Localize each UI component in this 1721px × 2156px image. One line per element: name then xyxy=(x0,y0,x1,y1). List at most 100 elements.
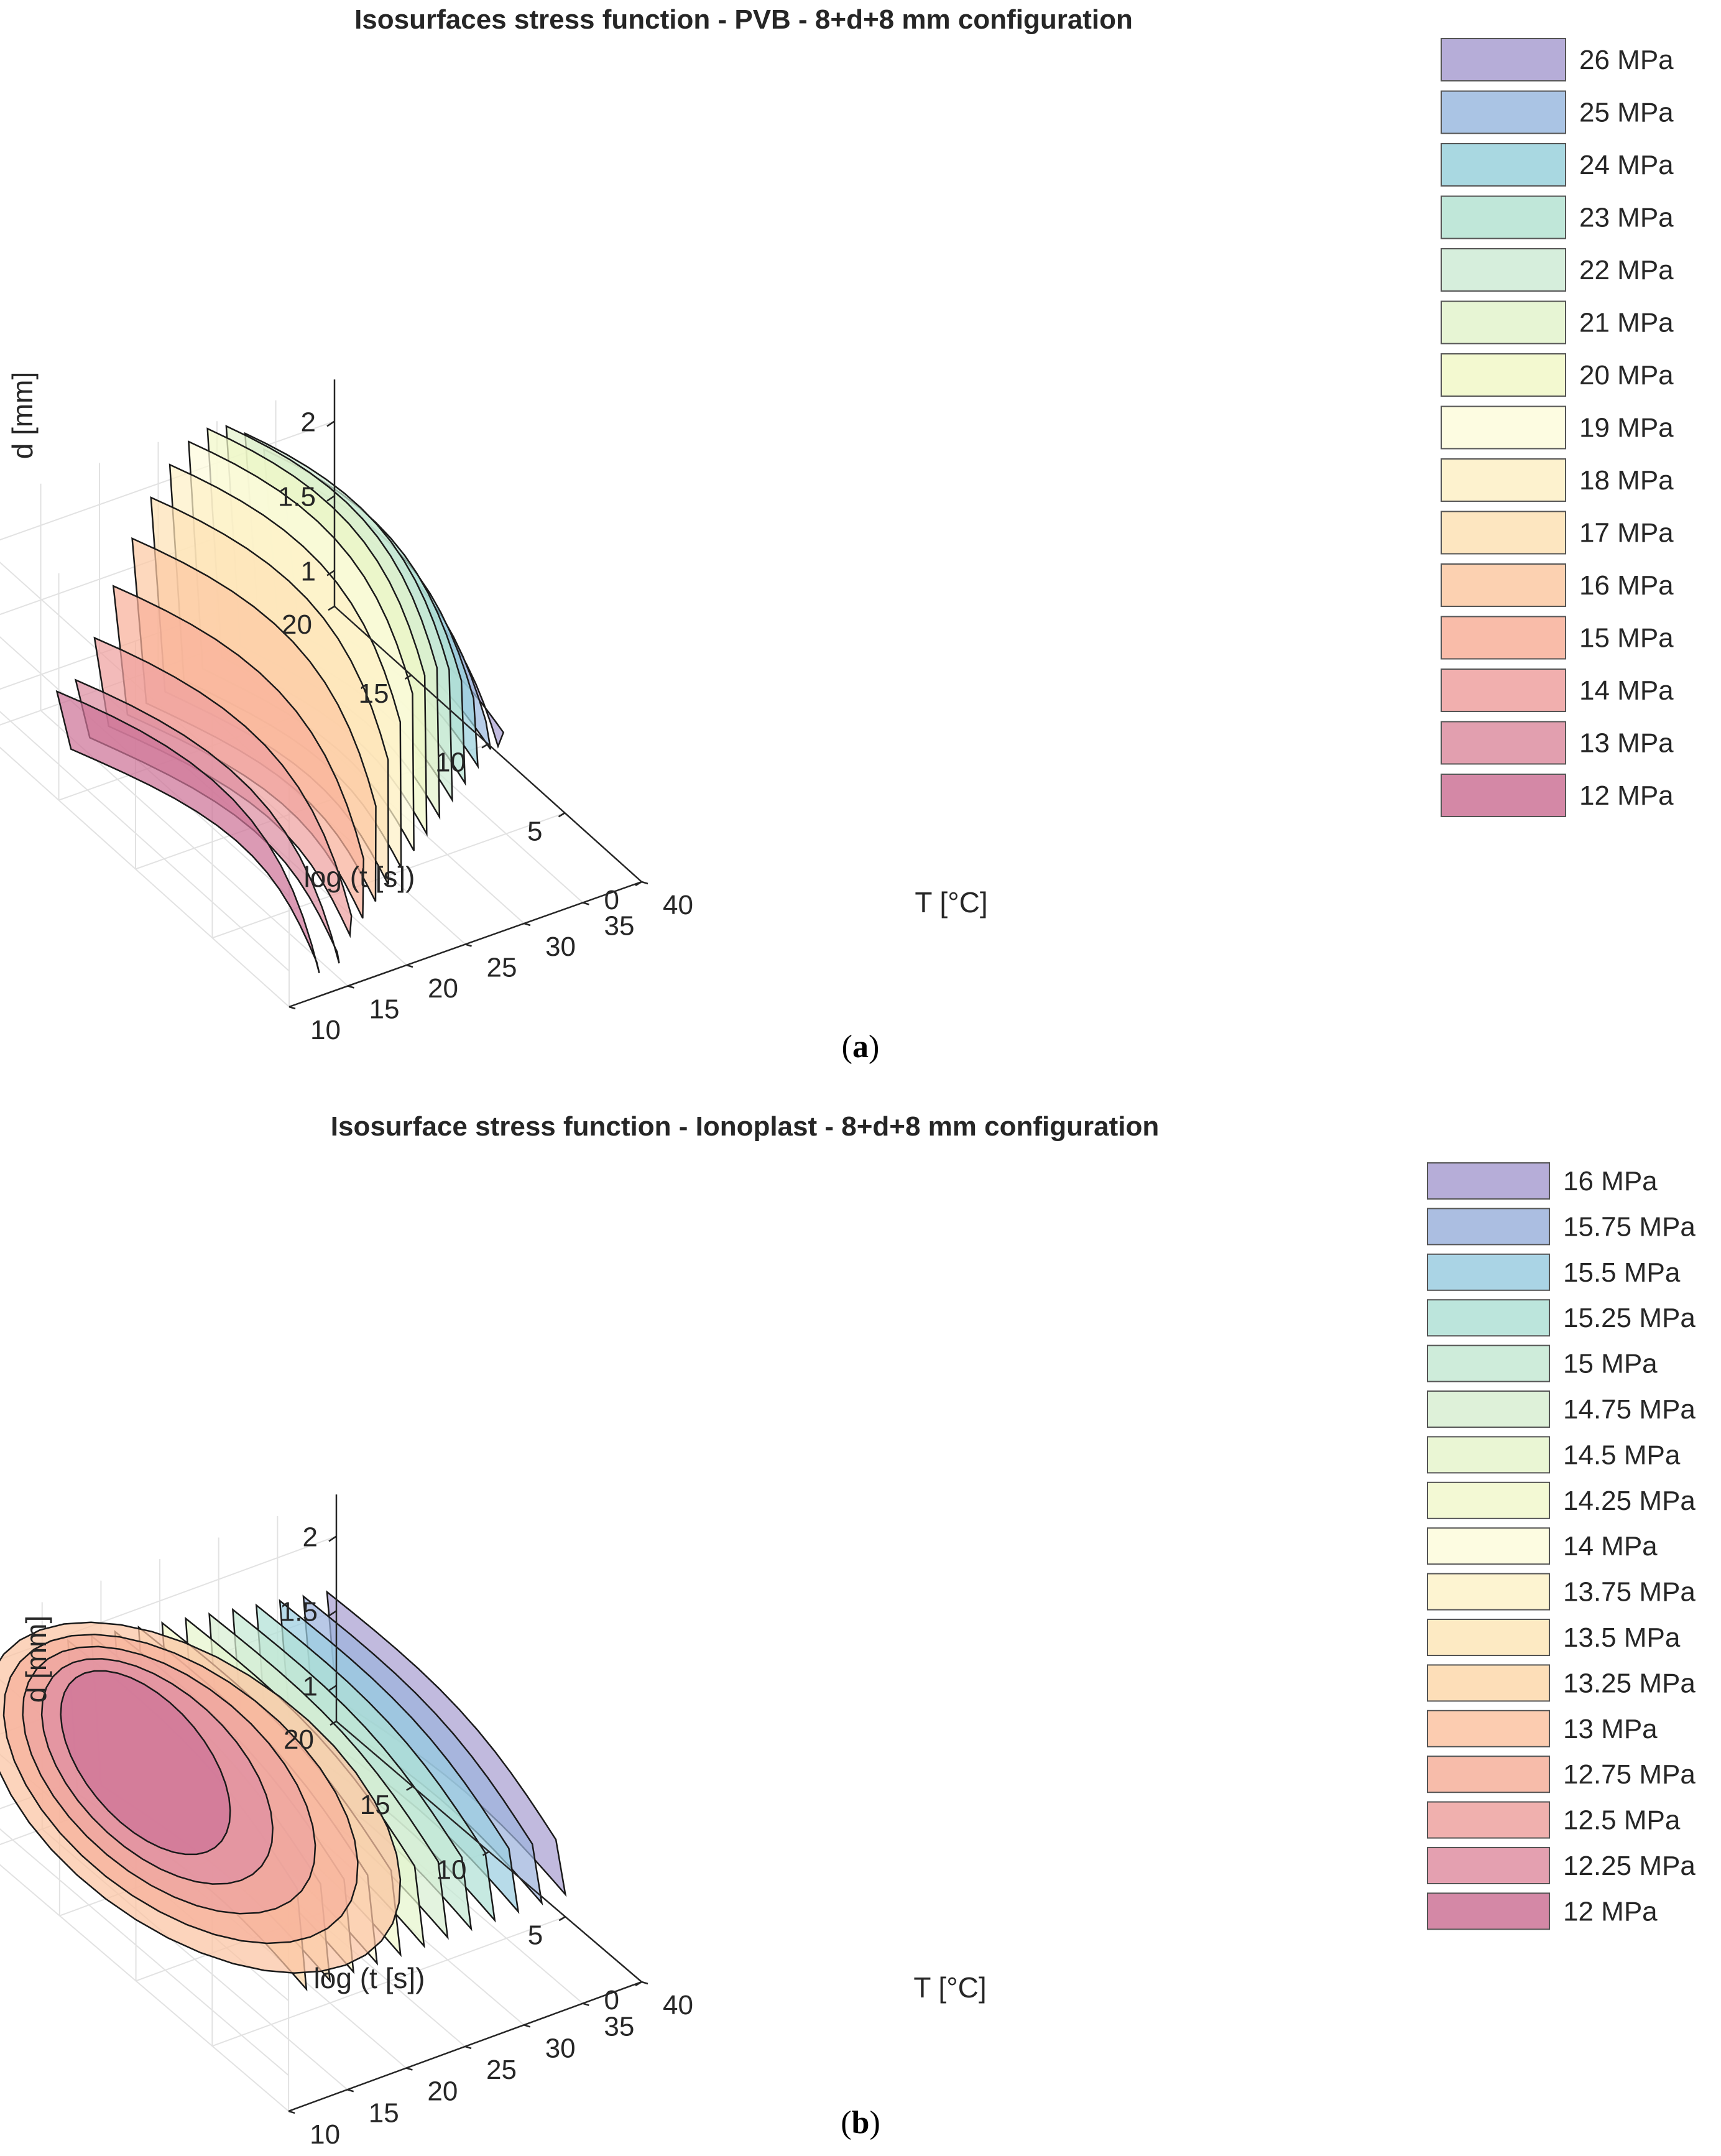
legend-swatch xyxy=(1427,1573,1550,1611)
x-tick xyxy=(406,964,413,968)
y-tick-label: 10 xyxy=(436,1855,467,1885)
x-tick-label: 35 xyxy=(604,2012,634,2042)
grid-line xyxy=(212,1916,566,2047)
chart-b-title: Isosurface stress function - Ionoplast -… xyxy=(331,1111,1159,1142)
x-tick xyxy=(347,2089,354,2093)
y-tick xyxy=(481,743,489,749)
legend-label: 25 MPa xyxy=(1579,98,1674,128)
x-tick xyxy=(524,2024,531,2028)
x-tick-label: 25 xyxy=(487,953,517,983)
legend-label: 13.75 MPa xyxy=(1563,1577,1696,1608)
x-tick xyxy=(464,2045,472,2050)
y-tick-label: 15 xyxy=(360,1790,390,1820)
x-tick-label: 15 xyxy=(369,994,400,1025)
chart-b-legend: 16 MPa 15.75 MPa 15.5 MPa 15.25 MPa 15 MPa 14… xyxy=(1427,1162,1696,1930)
legend-swatch xyxy=(1427,1481,1550,1519)
x-tick xyxy=(582,2002,589,2006)
chart-a-axes: 10 15 20 25 30 35 40 0 5 10 15 20 1 1.5 2 xyxy=(278,379,693,1045)
chart-b-caption: (b) xyxy=(841,2105,880,2140)
legend-swatch xyxy=(1427,1710,1550,1747)
legend-swatch xyxy=(1441,195,1566,239)
legend-swatch xyxy=(1441,405,1566,450)
legend-swatch xyxy=(1427,1162,1550,1200)
legend-swatch xyxy=(1441,248,1566,292)
legend-swatch xyxy=(1441,353,1566,397)
chart-a-ylabel: log (t [s]) xyxy=(304,861,415,893)
y-tick xyxy=(330,1720,337,1726)
x-tick xyxy=(288,1006,296,1010)
z-tick xyxy=(328,1610,337,1617)
legend-label: 12.25 MPa xyxy=(1563,1851,1696,1881)
legend-swatch xyxy=(1427,1299,1550,1337)
legend-label: 14.25 MPa xyxy=(1563,1486,1696,1516)
y-tick xyxy=(328,605,335,611)
x-tick xyxy=(583,902,589,905)
x-tick xyxy=(641,881,648,885)
legend-swatch xyxy=(1427,1619,1550,1656)
z-tick-label: 1.5 xyxy=(278,481,316,512)
legend-label: 15 MPa xyxy=(1563,1349,1658,1379)
legend-label: 18 MPa xyxy=(1579,465,1674,496)
y-tick xyxy=(482,1851,490,1856)
z-tick-label: 2 xyxy=(301,407,316,437)
chart-b-axes: 10 15 20 25 30 35 40 0 5 10 15 20 1 1.5 2 xyxy=(280,1494,693,2150)
z-tick xyxy=(326,570,335,576)
legend-swatch xyxy=(1441,511,1566,555)
legend-label: 16 MPa xyxy=(1579,570,1674,601)
legend-swatch xyxy=(1427,1664,1550,1702)
y-tick xyxy=(558,812,566,818)
x-tick xyxy=(524,922,531,927)
x-tick-label: 30 xyxy=(545,2033,576,2063)
chart-a-legend: 26 MPa 25 MPa 24 MPa 23 MPa 22 MPa 21 MPa 20 M… xyxy=(1441,38,1674,817)
legend-swatch xyxy=(1441,563,1566,607)
legend-swatch xyxy=(1427,1344,1550,1382)
legend-label: 14.75 MPa xyxy=(1563,1394,1696,1425)
legend-label: 15.75 MPa xyxy=(1563,1211,1696,1242)
legend-swatch xyxy=(1427,1801,1550,1839)
x-tick-label: 40 xyxy=(663,890,693,920)
legend-swatch xyxy=(1427,1756,1550,1793)
z-tick-label: 1 xyxy=(301,556,316,586)
legend-label: 19 MPa xyxy=(1579,413,1674,443)
legend-swatch xyxy=(1441,90,1566,134)
legend-swatch xyxy=(1427,1847,1550,1884)
chart-panel-b: Isosurface stress function - Ionoplast -… xyxy=(0,1094,1721,2156)
isosurface-12 xyxy=(60,1670,231,1856)
legend-label: 12 MPa xyxy=(1563,1896,1658,1927)
grid-line xyxy=(0,711,290,972)
chart-panel-a: Isosurfaces stress function - PVB - 8+d+… xyxy=(0,4,1674,1065)
y-tick xyxy=(558,1916,566,1922)
legend-swatch xyxy=(1427,1253,1550,1291)
legend-label: 14 MPa xyxy=(1563,1531,1658,1561)
z-tick xyxy=(328,1685,337,1691)
y-tick xyxy=(635,1981,642,1987)
legend-swatch xyxy=(1427,1390,1550,1428)
legend-label: 16 MPa xyxy=(1563,1166,1658,1196)
x-tick-label: 20 xyxy=(427,2076,458,2107)
legend-swatch xyxy=(1441,669,1566,712)
y-tick-label: 10 xyxy=(435,747,466,778)
x-tick-label: 40 xyxy=(663,1990,693,2020)
y-tick xyxy=(406,1785,413,1791)
chart-b-zlabel: d [mm] xyxy=(20,1616,52,1703)
legend-swatch xyxy=(1441,774,1566,817)
z-tick xyxy=(326,420,335,427)
x-tick-label: 30 xyxy=(545,932,576,962)
legend-label: 23 MPa xyxy=(1579,203,1674,233)
legend-label: 15 MPa xyxy=(1579,623,1674,654)
legend-label: 17 MPa xyxy=(1579,518,1674,548)
chart-a-zlabel: d [mm] xyxy=(6,372,39,460)
legend-label: 12 MPa xyxy=(1579,780,1674,811)
chart-a-caption: (a) xyxy=(842,1029,880,1065)
grid-line xyxy=(0,1828,289,2076)
x-tick-label: 15 xyxy=(369,2098,399,2128)
x-tick xyxy=(406,2067,413,2071)
chart-a-xlabel: T [°C] xyxy=(915,886,987,918)
z-tick xyxy=(326,495,335,502)
legend-swatch xyxy=(1441,458,1566,502)
z-tick-label: 1 xyxy=(303,1671,318,1701)
legend-label: 22 MPa xyxy=(1579,255,1674,285)
z-tick xyxy=(328,1535,337,1542)
legend-swatch xyxy=(1441,300,1566,345)
chart-a-canvas: Isosurfaces stress function - PVB - 8+d+… xyxy=(0,4,1674,1065)
